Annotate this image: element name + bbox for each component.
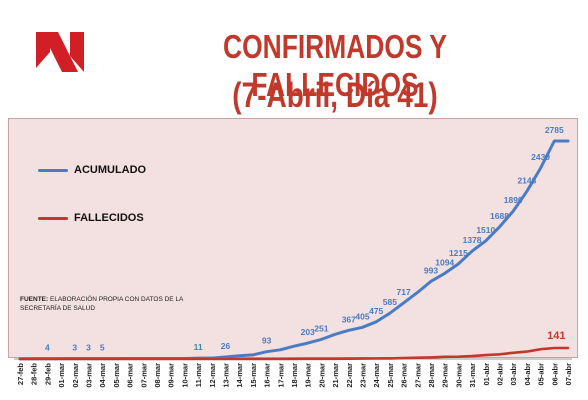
data-label-accumulated: 717 bbox=[397, 287, 411, 297]
data-label-deaths: 141 bbox=[547, 330, 565, 342]
x-tick-label: 09-mar bbox=[167, 363, 176, 388]
x-tick-label: 02-mar bbox=[71, 363, 80, 388]
logo-right-bar bbox=[70, 32, 84, 72]
x-tick-label: 01-abr bbox=[482, 363, 491, 386]
data-label-accumulated: 5 bbox=[100, 343, 105, 353]
data-label-accumulated: 1890 bbox=[504, 195, 523, 205]
data-label-accumulated: 3 bbox=[72, 343, 77, 353]
data-label-accumulated: 251 bbox=[314, 323, 328, 333]
x-tick-label: 13-mar bbox=[222, 363, 231, 388]
legend-swatch-accumulated bbox=[38, 168, 68, 172]
x-tick-label: 06-mar bbox=[126, 363, 135, 388]
legend-label-accumulated: ACUMULADO bbox=[74, 164, 147, 176]
source-label: FUENTE: bbox=[20, 296, 49, 303]
x-tick-label: 18-mar bbox=[290, 363, 299, 388]
data-label-accumulated: 2143 bbox=[517, 175, 536, 185]
x-tick-label: 15-mar bbox=[249, 363, 258, 388]
x-tick-label: 19-mar bbox=[304, 363, 313, 388]
x-tick-label: 27-feb bbox=[16, 363, 25, 386]
chart-title: CONFIRMADOS Y FALLECIDOS bbox=[223, 28, 447, 103]
data-label-accumulated: 993 bbox=[424, 265, 438, 275]
x-tick-label: 10-mar bbox=[180, 363, 189, 388]
x-tick-label: 03-abr bbox=[509, 363, 518, 386]
data-label-accumulated: 1215 bbox=[449, 248, 468, 258]
data-label-accumulated: 1094 bbox=[435, 257, 454, 267]
data-label-accumulated: 475 bbox=[369, 306, 383, 316]
legend-item-deaths: FALLECIDOS bbox=[38, 212, 144, 224]
x-tick-label: 04-mar bbox=[98, 363, 107, 388]
data-label-accumulated: 203 bbox=[301, 327, 315, 337]
data-label-accumulated: 26 bbox=[221, 341, 231, 351]
chart-panel bbox=[8, 118, 578, 358]
x-tick-label: 12-mar bbox=[208, 363, 217, 388]
x-tick-label: 07-mar bbox=[139, 363, 148, 388]
x-tick-label: 01-mar bbox=[57, 363, 66, 388]
x-tick-label: 16-mar bbox=[263, 363, 272, 388]
x-tick-label: 11-mar bbox=[194, 363, 203, 387]
legend-item-accumulated: ACUMULADO bbox=[38, 164, 146, 176]
x-tick-label: 21-mar bbox=[331, 363, 340, 388]
x-tick-label: 22-mar bbox=[345, 363, 354, 388]
data-label-accumulated: 3 bbox=[86, 343, 91, 353]
source-text: ELABORACIÓN PROPIA CON DATOS DE LA SECRE… bbox=[20, 296, 184, 312]
x-tick-label: 08-mar bbox=[153, 363, 162, 388]
logo-diagonal bbox=[42, 32, 78, 72]
data-label-accumulated: 2785 bbox=[545, 125, 564, 135]
x-tick-label: 07-abr bbox=[564, 363, 573, 386]
data-label-accumulated: 11 bbox=[194, 342, 203, 352]
data-label-accumulated: 93 bbox=[262, 336, 272, 346]
chart-subtitle: (7-Abril, Día 41) bbox=[232, 76, 438, 115]
x-tick-label: 23-mar bbox=[359, 363, 368, 388]
data-label-accumulated: 1378 bbox=[463, 235, 482, 245]
x-tick-label: 03-mar bbox=[85, 363, 94, 388]
x-tick-label: 17-mar bbox=[276, 363, 285, 388]
x-tick-label: 28-mar bbox=[427, 363, 436, 388]
x-tick-label: 31-mar bbox=[468, 363, 477, 388]
x-tick-label: 14-mar bbox=[235, 363, 244, 388]
data-label-accumulated: 4 bbox=[45, 343, 50, 353]
x-tick-label: 26-mar bbox=[400, 363, 409, 388]
x-tick-label: 30-mar bbox=[454, 363, 463, 388]
x-tick-label: 06-abr bbox=[550, 363, 559, 386]
x-tick-label: 25-mar bbox=[386, 363, 395, 388]
x-tick-label: 29-mar bbox=[441, 363, 450, 388]
x-tick-label: 24-mar bbox=[372, 363, 381, 388]
data-label-accumulated: 2439 bbox=[531, 152, 550, 162]
data-label-accumulated: 1688 bbox=[490, 211, 509, 221]
source-note: FUENTE: ELABORACIÓN PROPIA CON DATOS DE … bbox=[20, 295, 195, 313]
brand-n-logo-icon bbox=[36, 32, 84, 72]
x-tick-label: 05-abr bbox=[537, 363, 546, 386]
x-tick-label: 28-feb bbox=[30, 363, 39, 386]
series-line-deaths bbox=[18, 346, 570, 361]
x-tick-label: 27-mar bbox=[413, 363, 422, 388]
data-label-accumulated: 1510 bbox=[476, 225, 495, 235]
x-tick-label: 05-mar bbox=[112, 363, 121, 388]
data-label-accumulated: 405 bbox=[355, 311, 369, 321]
data-label-accumulated: 585 bbox=[383, 297, 397, 307]
x-tick-label: 04-abr bbox=[523, 363, 532, 386]
x-tick-label: 02-abr bbox=[496, 363, 505, 386]
x-tick-label: 20-mar bbox=[317, 363, 326, 388]
legend-swatch-deaths bbox=[38, 216, 68, 220]
legend-label-deaths: FALLECIDOS bbox=[74, 212, 144, 224]
data-label-accumulated: 367 bbox=[342, 314, 356, 324]
x-tick-label: 29-feb bbox=[43, 363, 52, 386]
